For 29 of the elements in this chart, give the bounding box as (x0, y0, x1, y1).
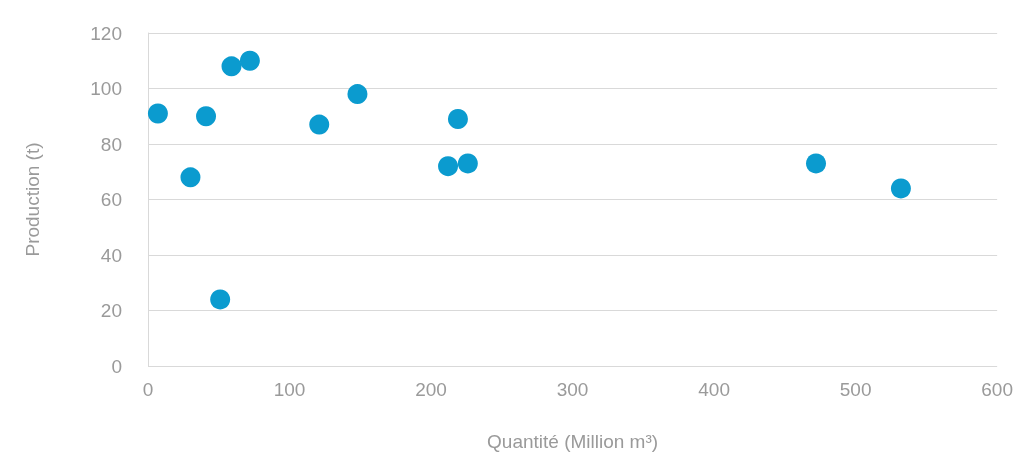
x-tick-label: 600 (981, 379, 1013, 400)
point (210, 289, 231, 310)
point (347, 84, 368, 105)
point (309, 114, 330, 135)
x-tick-label: 400 (698, 379, 730, 400)
y-tick-label: 80 (100, 133, 122, 155)
point (447, 109, 468, 130)
point (147, 103, 168, 124)
point (438, 156, 459, 177)
point (196, 106, 217, 127)
point (180, 167, 201, 188)
x-tick-label: 0 (142, 379, 154, 400)
y-tick-label: 100 (90, 78, 122, 99)
point (239, 50, 260, 71)
y-tick-label: 120 (90, 22, 122, 44)
y-tick-label: 40 (100, 244, 122, 266)
point (221, 56, 242, 77)
y-tick-label: 20 (100, 300, 122, 321)
y-tick-label: 0 (111, 355, 122, 377)
point (890, 178, 911, 199)
y-axis-title: Production (t) (22, 142, 43, 257)
x-tick-label: 100 (273, 379, 306, 400)
y-tick-label: 60 (100, 189, 122, 210)
point (806, 153, 826, 174)
point (457, 153, 478, 174)
x-tick-label: 300 (556, 379, 589, 400)
x-axis-title: Quantité (Million m³) (487, 431, 659, 452)
x-tick-label: 200 (415, 379, 447, 400)
x-tick-label: 500 (839, 379, 872, 400)
